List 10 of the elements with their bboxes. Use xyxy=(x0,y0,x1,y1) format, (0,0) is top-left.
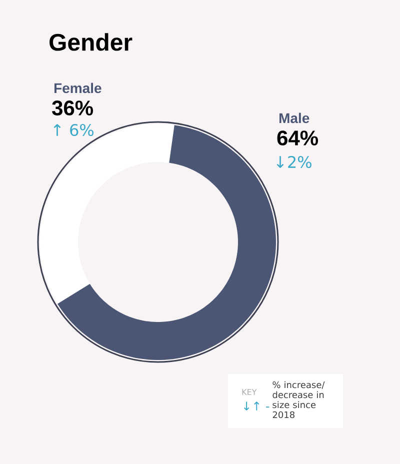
slice-label: Male xyxy=(279,112,310,124)
text: KEY xyxy=(242,389,257,395)
text: ↑ 6% xyxy=(54,124,94,136)
text: ↓↑ - xyxy=(244,402,270,410)
chart-title: Gender xyxy=(50,33,132,51)
data-label: 64% xyxy=(277,130,318,146)
text: ↓2% xyxy=(276,156,312,168)
slice-label: Female xyxy=(54,82,102,94)
text: % increase/ decrease in size since 2018 xyxy=(272,381,325,418)
data-label: 36% xyxy=(52,100,93,116)
